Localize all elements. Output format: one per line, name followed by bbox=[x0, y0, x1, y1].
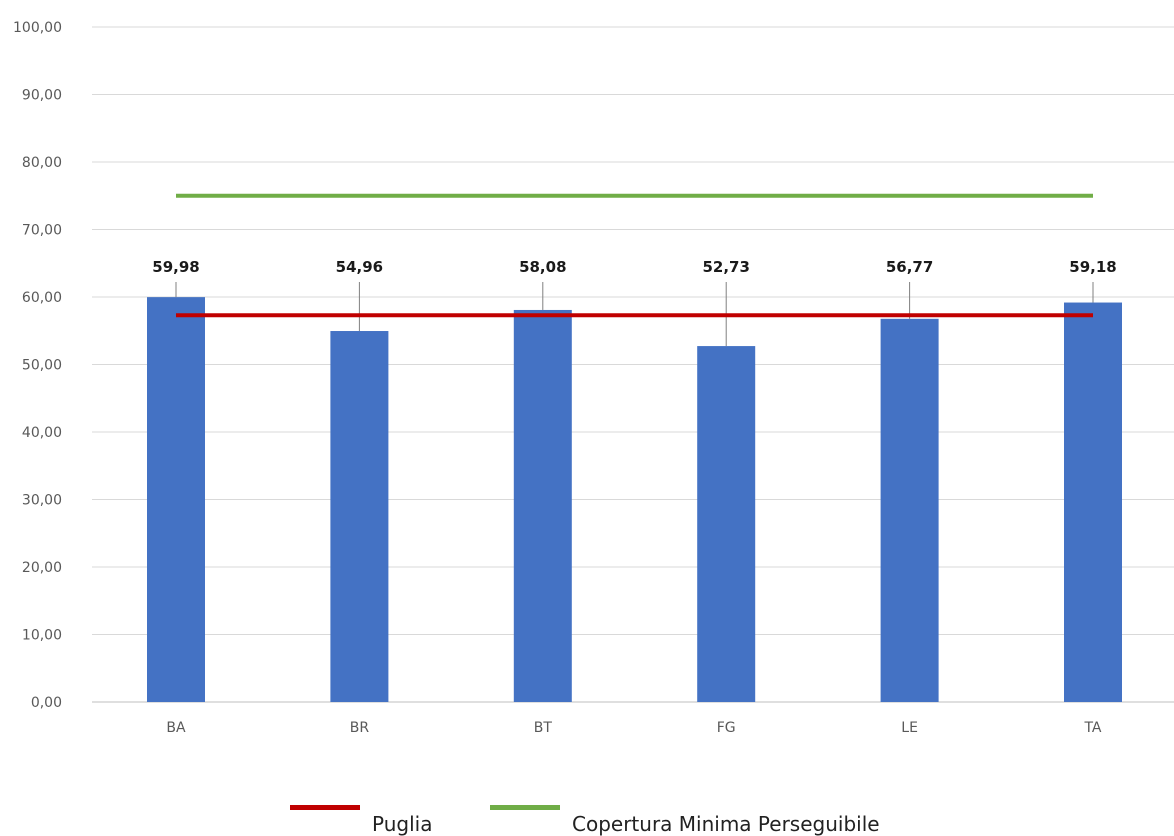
y-tick-label: 90,00 bbox=[22, 88, 62, 104]
y-tick-label: 50,00 bbox=[22, 358, 62, 374]
bar-ta bbox=[1064, 302, 1122, 702]
x-tick-label: BT bbox=[534, 720, 553, 736]
data-label: 59,18 bbox=[1069, 258, 1116, 276]
x-tick-label: BA bbox=[166, 720, 186, 736]
y-tick-label: 10,00 bbox=[22, 628, 62, 644]
legend-swatch-copertura bbox=[490, 805, 560, 810]
data-label: 58,08 bbox=[519, 258, 566, 276]
bar-chart: 0,00 10,00 20,00 30,00 40,00 50,00 60,00 70,00 8… bbox=[13, 20, 1174, 736]
y-tick-label: 0,00 bbox=[31, 695, 62, 711]
y-tick-label: 20,00 bbox=[22, 560, 62, 576]
data-label: 59,98 bbox=[152, 258, 199, 276]
x-tick-label: FG bbox=[717, 720, 736, 736]
y-tick-label: 80,00 bbox=[22, 155, 62, 171]
bar-br bbox=[330, 331, 389, 702]
y-tick-label: 30,00 bbox=[22, 493, 62, 509]
legend-label-copertura: Copertura Minima Perseguibile bbox=[572, 812, 880, 836]
x-tick-label: BR bbox=[350, 720, 370, 736]
y-tick-label: 60,00 bbox=[22, 290, 62, 306]
bar-ba bbox=[147, 297, 205, 702]
legend-swatch-puglia bbox=[290, 805, 360, 810]
data-label: 56,77 bbox=[886, 258, 933, 276]
y-tick-label: 70,00 bbox=[22, 223, 62, 239]
data-label: 54,96 bbox=[336, 258, 383, 276]
y-tick-label: 40,00 bbox=[22, 425, 62, 441]
x-tick-label: TA bbox=[1083, 720, 1101, 736]
bar-le bbox=[880, 318, 939, 702]
bar-bt bbox=[513, 309, 572, 702]
legend-label-puglia: Puglia bbox=[372, 812, 433, 836]
x-tick-label: LE bbox=[901, 720, 918, 736]
y-tick-label: 100,00 bbox=[13, 20, 62, 36]
bar-fg bbox=[697, 346, 756, 702]
data-label: 52,73 bbox=[702, 258, 749, 276]
legend: Puglia Copertura Minima Perseguibile bbox=[0, 802, 1174, 836]
